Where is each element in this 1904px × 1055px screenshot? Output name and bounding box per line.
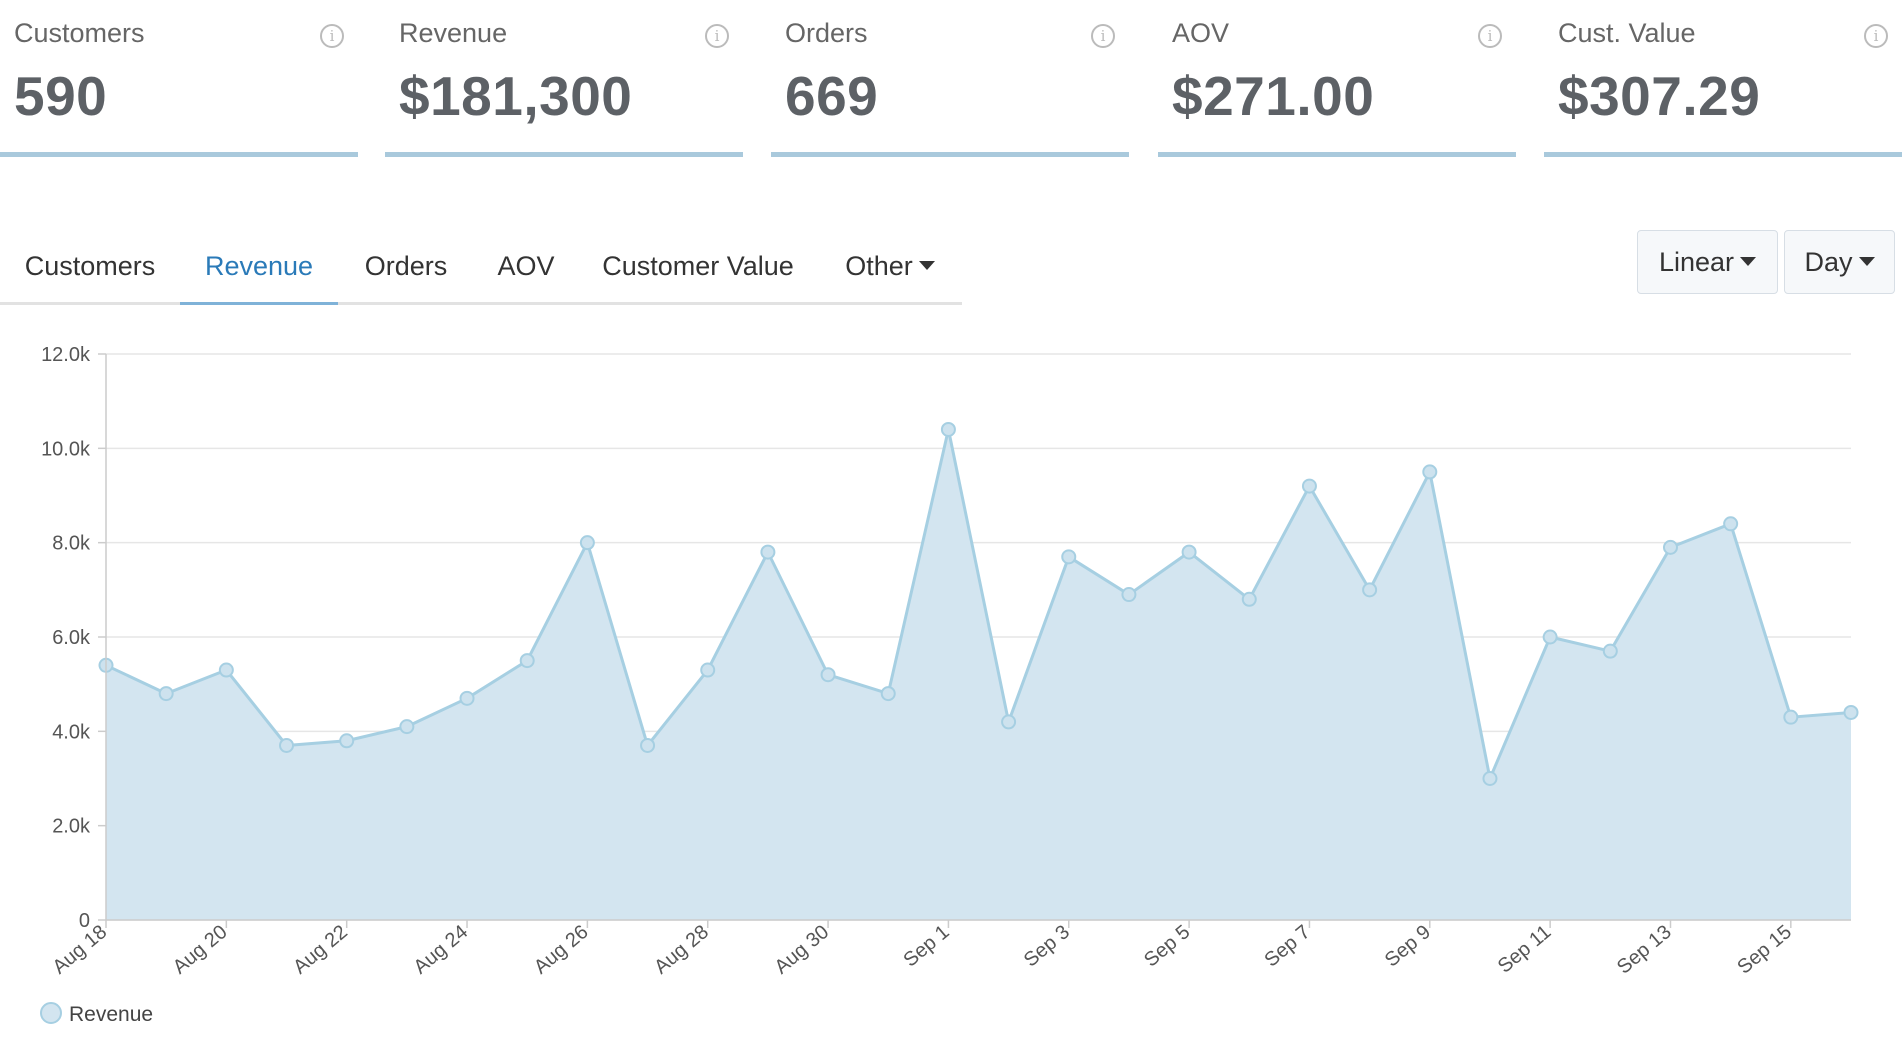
revenue-area [106, 429, 1851, 920]
kpi-row: Customers 590 i Revenue $181,300 i Order… [0, 0, 1904, 160]
data-point[interactable] [1301, 478, 1317, 494]
kpi-card-revenue[interactable]: Revenue $181,300 i [385, 0, 743, 157]
kpi-value: $181,300 [399, 65, 633, 127]
kpi-label: Revenue [399, 18, 508, 48]
kpi-label: AOV [1172, 18, 1230, 48]
info-icon[interactable]: i [320, 24, 344, 48]
data-point[interactable] [519, 653, 535, 669]
period-dropdown[interactable]: Day [1784, 230, 1895, 294]
data-point[interactable] [459, 690, 475, 706]
caret-down-icon [918, 261, 935, 271]
data-point[interactable] [279, 737, 295, 753]
x-tick-label: Sep 1 [899, 921, 953, 971]
kpi-card-customer-value[interactable]: Cust. Value $307.29 i [1544, 0, 1902, 157]
x-tick-label: Aug 22 [289, 921, 352, 979]
data-point[interactable] [640, 737, 656, 753]
x-tick-label: Aug 28 [650, 921, 713, 979]
tab-other-dropdown[interactable]: Other [818, 236, 962, 302]
y-tick-label: 2.0k [52, 816, 91, 838]
kpi-label: Cust. Value [1558, 18, 1696, 48]
y-tick-label: 4.0k [52, 721, 91, 743]
data-point[interactable] [1001, 714, 1017, 730]
data-point[interactable] [218, 662, 234, 678]
kpi-value: 669 [785, 65, 879, 127]
data-point[interactable] [760, 544, 776, 560]
x-tick-label: Sep 7 [1260, 921, 1314, 971]
y-tick-label: 10.0k [41, 438, 91, 460]
info-icon[interactable]: i [1091, 24, 1115, 48]
revenue-line [105, 427, 1852, 780]
x-tick-label: Aug 26 [530, 921, 593, 979]
data-point[interactable] [1783, 709, 1799, 725]
kpi-value: $271.00 [1172, 65, 1375, 127]
data-point[interactable] [880, 686, 896, 702]
data-point[interactable] [1662, 539, 1678, 555]
tab-orders[interactable]: Orders [364, 251, 448, 281]
tab-customer-value[interactable]: Customer Value [602, 251, 794, 281]
data-point[interactable] [1482, 771, 1498, 786]
data-point[interactable] [1422, 464, 1438, 480]
info-icon[interactable]: i [1864, 24, 1888, 48]
kpi-label: Orders [785, 18, 868, 48]
metric-tabs: Customers Revenue Orders AOV Customer Va… [0, 236, 962, 305]
kpi-card-aov[interactable]: AOV $271.00 i [1158, 0, 1516, 157]
kpi-card-orders[interactable]: Orders 669 i [771, 0, 1129, 157]
x-tick-label: Sep 15 [1733, 921, 1796, 979]
x-tick-label: Sep 5 [1140, 921, 1194, 971]
data-point[interactable] [820, 667, 836, 683]
data-point[interactable] [1602, 643, 1618, 659]
data-point[interactable] [1121, 587, 1137, 603]
legend-swatch [40, 1002, 62, 1024]
x-tick-label: Aug 24 [410, 921, 473, 979]
y-tick-label: 8.0k [52, 533, 91, 555]
period-dropdown-label: Day [1804, 247, 1853, 277]
tab-aov[interactable]: AOV [497, 251, 555, 281]
x-tick-label: Aug 20 [169, 921, 232, 979]
data-point[interactable] [1241, 591, 1257, 607]
tab-revenue[interactable]: Revenue [180, 236, 338, 305]
data-point[interactable] [158, 686, 174, 702]
data-point[interactable] [1061, 549, 1077, 565]
x-tick-label: Sep 13 [1613, 921, 1676, 979]
kpi-label: Customers [14, 18, 145, 48]
data-point[interactable] [1542, 629, 1558, 645]
tab-other-label: Other [845, 251, 913, 281]
x-tick-label: Sep 11 [1494, 921, 1556, 978]
data-point[interactable] [399, 719, 415, 735]
data-point[interactable] [1843, 704, 1859, 720]
data-point[interactable] [339, 733, 355, 749]
tab-customers[interactable]: Customers [24, 251, 156, 281]
kpi-value: 590 [14, 65, 108, 127]
data-point[interactable] [940, 421, 956, 437]
kpi-card-customers[interactable]: Customers 590 i [0, 0, 358, 157]
data-point[interactable] [1362, 582, 1378, 598]
y-tick-label: 0 [79, 910, 90, 932]
caret-down-icon [1740, 257, 1757, 267]
info-icon[interactable]: i [1478, 24, 1502, 48]
x-tick-label: Aug 30 [771, 921, 834, 979]
caret-down-icon [1858, 257, 1875, 267]
legend-label: Revenue [69, 1003, 153, 1026]
data-point[interactable] [700, 662, 716, 678]
x-tick-label: Sep 3 [1020, 921, 1074, 971]
scale-dropdown[interactable]: Linear [1637, 230, 1778, 294]
x-tick-label: Sep 9 [1381, 921, 1435, 971]
y-tick-label: 12.0k [41, 344, 91, 366]
kpi-value: $307.29 [1558, 65, 1761, 127]
info-icon[interactable]: i [705, 24, 729, 48]
data-point[interactable] [1723, 516, 1739, 532]
data-point[interactable] [579, 535, 595, 551]
scale-dropdown-label: Linear [1658, 247, 1735, 277]
data-point[interactable] [1181, 544, 1197, 560]
y-tick-label: 6.0k [52, 627, 91, 649]
